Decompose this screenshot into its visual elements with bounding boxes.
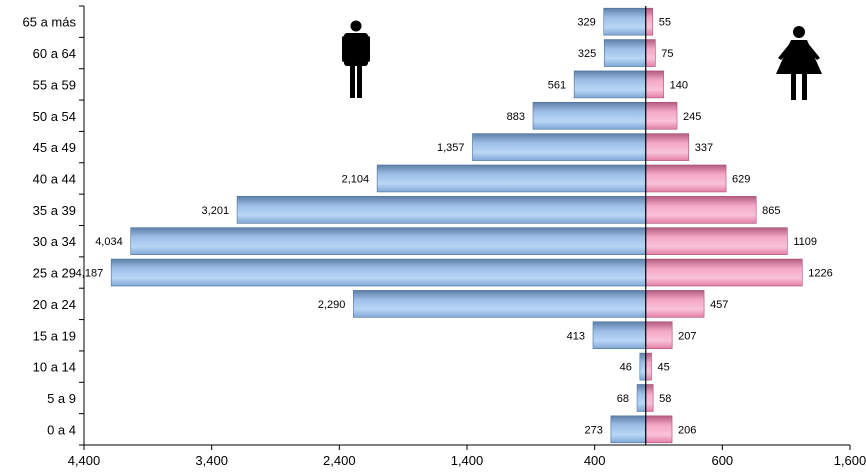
male-bar	[610, 415, 647, 444]
category-label: 40 a 44	[33, 171, 76, 186]
x-tick-label: 1,400	[451, 453, 484, 468]
category-label: 35 a 39	[33, 203, 76, 218]
male-bar	[592, 321, 647, 350]
female-bar	[645, 7, 654, 36]
category-label: 15 a 19	[33, 328, 76, 343]
male-bar	[110, 258, 647, 287]
male-bar	[376, 164, 647, 193]
female-data-label: 58	[659, 393, 671, 405]
male-bar	[532, 101, 647, 130]
male-data-label: 2,290	[318, 299, 346, 311]
female-bar	[645, 321, 673, 350]
x-tick-label: 400	[584, 453, 606, 468]
male-data-label: 325	[578, 48, 596, 60]
male-bar	[472, 133, 647, 161]
male-icon	[342, 20, 370, 98]
category-label: 65 a más	[23, 15, 77, 30]
category-label: 30 a 34	[33, 234, 76, 249]
female-data-label: 140	[670, 79, 688, 91]
male-bar	[236, 196, 647, 224]
female-bar	[645, 258, 803, 287]
male-data-label: 4,187	[76, 268, 104, 280]
category-label: 5 a 9	[47, 391, 76, 406]
category-label: 50 a 54	[33, 109, 76, 124]
male-data-label: 273	[585, 424, 603, 436]
x-tick-label: 4,400	[68, 453, 101, 468]
x-tick-label: 1,600	[834, 453, 866, 468]
category-label: 20 a 24	[33, 297, 76, 312]
male-bar	[573, 70, 647, 99]
female-data-label: 865	[762, 205, 780, 217]
female-data-label: 337	[695, 142, 713, 154]
male-bar	[636, 384, 647, 412]
female-data-label: 55	[659, 17, 671, 29]
male-bar	[130, 227, 647, 255]
x-tick-label: 2,400	[323, 453, 356, 468]
male-data-label: 2,104	[342, 173, 370, 185]
male-bar	[639, 352, 647, 381]
category-label: 10 a 14	[33, 360, 76, 375]
female-bar	[645, 384, 654, 412]
male-bar	[603, 39, 647, 67]
female-data-label: 245	[683, 111, 701, 123]
male-data-label: 883	[507, 111, 525, 123]
female-data-label: 1109	[793, 236, 817, 248]
female-bar	[645, 164, 727, 193]
female-data-label: 1226	[808, 268, 832, 280]
male-bar	[353, 290, 647, 318]
female-bar	[645, 415, 673, 444]
male-data-label: 3,201	[202, 205, 230, 217]
female-bar	[645, 70, 664, 99]
female-bar	[645, 101, 678, 130]
female-data-label: 206	[678, 424, 696, 436]
female-bar	[645, 290, 705, 318]
female-data-label: 207	[678, 330, 696, 342]
female-data-label: 457	[710, 299, 728, 311]
male-data-label: 329	[577, 17, 595, 29]
female-bar	[645, 39, 656, 67]
female-data-label: 629	[732, 173, 750, 185]
female-bar	[645, 133, 690, 161]
male-bar	[603, 7, 647, 36]
male-data-label: 68	[617, 393, 629, 405]
female-data-label: 45	[657, 362, 669, 374]
x-tick-label: 3,400	[195, 453, 228, 468]
female-bar	[645, 196, 757, 224]
category-label: 45 a 49	[33, 140, 76, 155]
category-label: 55 a 59	[33, 77, 76, 92]
x-tick-label: 600	[711, 453, 733, 468]
male-data-label: 4,034	[95, 236, 123, 248]
female-bar	[645, 352, 652, 381]
category-label: 0 a 4	[47, 422, 76, 437]
male-data-label: 46	[620, 362, 632, 374]
category-label: 25 a 29	[33, 266, 76, 281]
male-data-label: 561	[548, 79, 566, 91]
female-data-label: 75	[661, 48, 673, 60]
category-label: 60 a 64	[33, 46, 76, 61]
female-bar	[645, 227, 788, 255]
female-icon	[776, 26, 822, 100]
male-data-label: 413	[567, 330, 585, 342]
male-data-label: 1,357	[437, 142, 465, 154]
